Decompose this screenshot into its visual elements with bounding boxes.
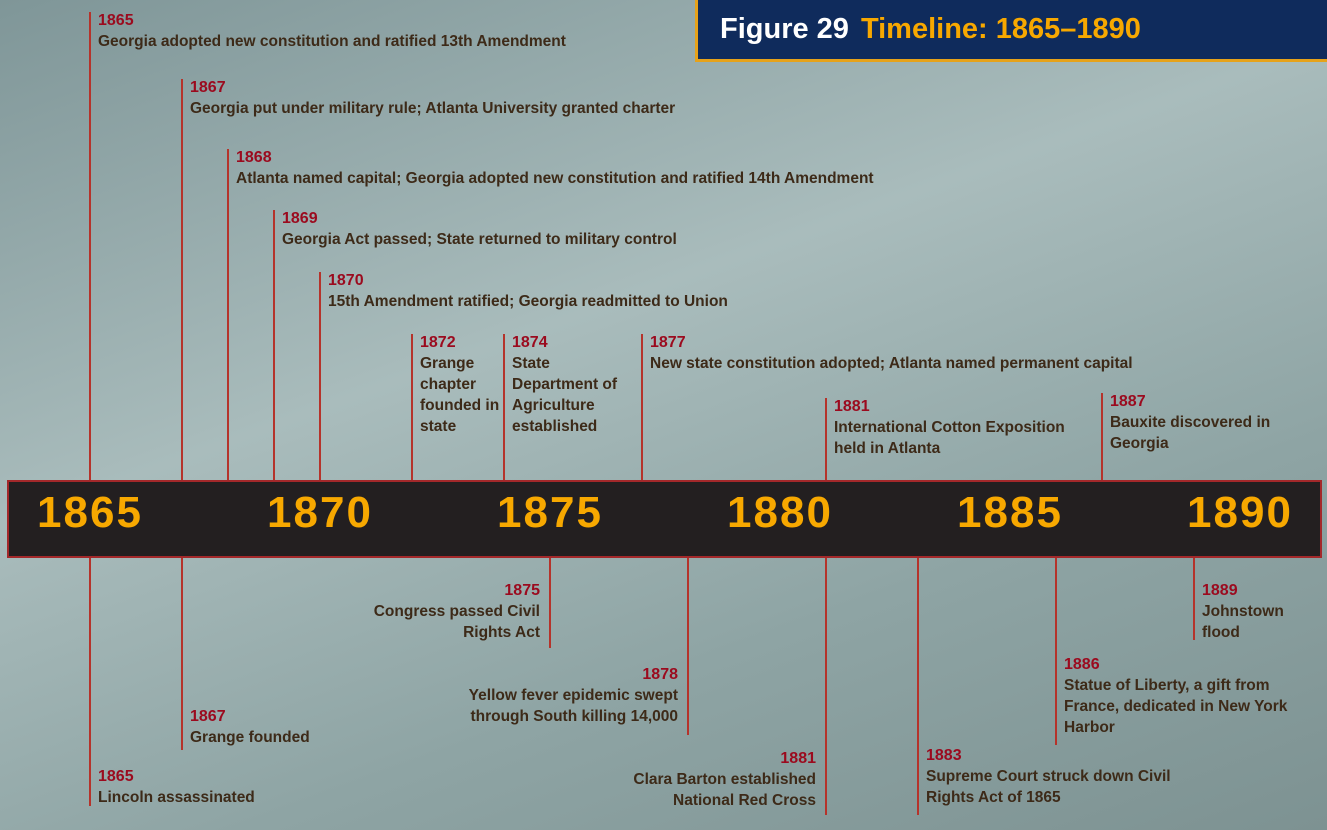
event-text: Supreme Court struck down Civil Rights A… [926, 768, 1171, 806]
event-text: Congress passed Civil Rights Act [374, 603, 540, 641]
timeline-figure: Figure 29 Timeline: 1865–1890 1865 Georgia… [0, 0, 1327, 830]
connector-line [227, 149, 229, 480]
connector-line [411, 334, 413, 480]
event-year: 1867 [190, 77, 830, 98]
axis-year: 1880 [700, 488, 860, 538]
event-year: 1881 [834, 396, 1069, 417]
event-above: 1869 Georgia Act passed; State returned t… [282, 208, 802, 250]
event-text: Clara Barton established National Red Cr… [633, 771, 816, 809]
event-text: State Department of Agriculture establis… [512, 355, 617, 435]
connector-line [273, 210, 275, 480]
connector-line [917, 558, 919, 815]
event-year: 1868 [236, 147, 1036, 168]
event-text: Grange chapter founded in state [420, 355, 499, 435]
event-year: 1889 [1202, 580, 1292, 601]
event-year: 1865 [98, 10, 718, 31]
timeline-bar [7, 480, 1322, 558]
event-above: 1868 Atlanta named capital; Georgia adopt… [236, 147, 1036, 189]
event-year: 1869 [282, 208, 802, 229]
event-year: 1877 [650, 332, 1250, 353]
event-text: Statue of Liberty, a gift from France, d… [1064, 677, 1287, 736]
event-text: Georgia put under military rule; Atlanta… [190, 100, 675, 117]
event-year: 1865 [98, 766, 358, 787]
event-above: 1867 Georgia put under military rule; Atl… [190, 77, 830, 119]
connector-line [1101, 393, 1103, 480]
axis-year: 1865 [10, 488, 170, 538]
connector-line [181, 558, 183, 750]
event-text: 15th Amendment ratified; Georgia readmit… [328, 293, 728, 310]
figure-title: Timeline: 1865–1890 [861, 13, 1141, 45]
event-below: 1867 Grange founded [190, 706, 430, 748]
connector-line [825, 398, 827, 480]
event-year: 1875 [370, 580, 540, 601]
connector-line [89, 558, 91, 806]
connector-line [319, 272, 321, 480]
event-year: 1867 [190, 706, 430, 727]
event-text: Lincoln assassinated [98, 789, 255, 806]
axis-year: 1875 [470, 488, 630, 538]
event-below: 1865 Lincoln assassinated [98, 766, 358, 808]
event-text: Atlanta named capital; Georgia adopted n… [236, 170, 874, 187]
connector-line [687, 558, 689, 735]
event-year: 1887 [1110, 391, 1310, 412]
event-text: Bauxite discovered in Georgia [1110, 414, 1270, 452]
connector-line [1055, 558, 1057, 745]
connector-line [503, 334, 505, 480]
event-text: Johnstown flood [1202, 603, 1284, 641]
event-above: 1865 Georgia adopted new constitution and… [98, 10, 718, 52]
event-year: 1878 [408, 664, 678, 685]
event-text: Grange founded [190, 729, 310, 746]
event-above: 1870 15th Amendment ratified; Georgia rea… [328, 270, 848, 312]
event-text: New state constitution adopted; Atlanta … [650, 355, 1133, 372]
event-year: 1886 [1064, 654, 1326, 675]
event-text: International Cotton Exposition held in … [834, 419, 1065, 457]
connector-line [641, 334, 643, 480]
event-year: 1881 [576, 748, 816, 769]
event-text: Georgia Act passed; State returned to mi… [282, 231, 677, 248]
event-year: 1874 [512, 332, 634, 353]
connector-line [181, 79, 183, 480]
connector-line [825, 558, 827, 815]
event-year: 1870 [328, 270, 848, 291]
title-box: Figure 29 Timeline: 1865–1890 [695, 0, 1327, 62]
figure-label: Figure 29 [720, 13, 849, 45]
connector-line [89, 12, 91, 480]
axis-year: 1870 [240, 488, 400, 538]
event-above: 1877 New state constitution adopted; Atla… [650, 332, 1250, 374]
connector-line [1193, 558, 1195, 640]
axis-year: 1890 [1160, 488, 1320, 538]
connector-line [549, 558, 551, 648]
event-text: Georgia adopted new constitution and rat… [98, 33, 566, 50]
axis-year: 1885 [930, 488, 1090, 538]
event-text: Yellow fever epidemic swept through Sout… [469, 687, 678, 725]
event-year: 1883 [926, 745, 1196, 766]
event-year: 1872 [420, 332, 504, 353]
